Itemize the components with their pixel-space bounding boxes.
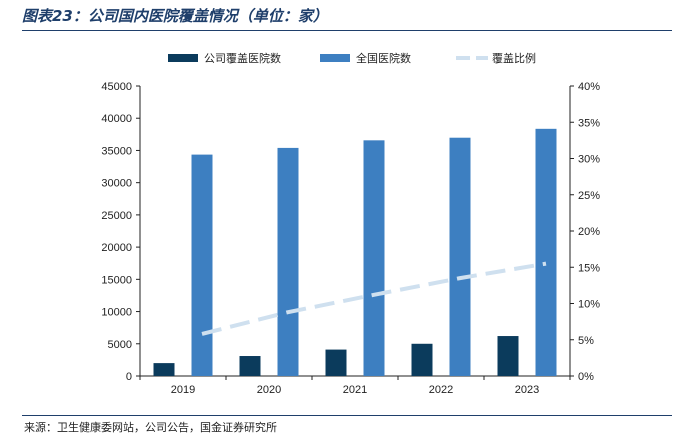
x-tick-label: 2020: [257, 384, 281, 396]
legend-label: 全国医院数: [356, 51, 411, 65]
source-rule: [22, 415, 672, 416]
bar-company: [325, 349, 347, 376]
right-tick-label: 35%: [578, 117, 600, 129]
title-rule: [22, 30, 672, 31]
left-tick-label: 30000: [101, 178, 132, 190]
ratio-line: [201, 261, 547, 336]
left-tick-label: 20000: [101, 242, 132, 254]
right-tick-label: 5%: [578, 335, 594, 347]
bar-national: [535, 128, 557, 376]
source-note: 来源：卫生健康委网站，公司公告，国金证券研究所: [24, 421, 277, 434]
bar-national: [449, 137, 471, 376]
bar-company: [497, 336, 519, 376]
bar-national: [191, 154, 213, 376]
legend: 公司覆盖医院数 全国医院数 覆盖比例: [168, 51, 536, 65]
right-tick-label: 0%: [578, 371, 594, 383]
left-tick-label: 15000: [101, 274, 132, 286]
right-tick-label: 10%: [578, 299, 600, 311]
axes: 0 5000 10000 15000 20000 25000 30000 35000 40000…: [101, 81, 600, 396]
right-tick-label: 20%: [578, 226, 600, 238]
legend-swatch: [320, 54, 350, 62]
x-tick-label: 2019: [171, 384, 195, 396]
bars: [153, 128, 557, 376]
left-tick-label: 25000: [101, 210, 132, 222]
right-tick-label: 30%: [578, 154, 600, 166]
legend-swatch: [168, 54, 198, 62]
x-tick-label: 2021: [343, 384, 367, 396]
legend-label: 覆盖比例: [492, 51, 536, 65]
chart-title: 图表23：公司国内医院覆盖情况（单位：家）: [22, 7, 328, 25]
right-tick-label: 40%: [578, 81, 600, 93]
ratio-series-line: [201, 261, 547, 336]
bar-company: [411, 343, 433, 376]
left-tick-label: 45000: [101, 81, 132, 93]
left-tick-label: 35000: [101, 145, 132, 157]
bar-national: [363, 140, 385, 376]
left-tick-label: 0: [126, 371, 132, 383]
bar-company: [153, 363, 175, 376]
x-tick-label: 2023: [515, 384, 539, 396]
left-tick-label: 5000: [108, 339, 132, 351]
bar-company: [239, 356, 261, 376]
legend-label: 公司覆盖医院数: [204, 51, 281, 65]
x-tick-label: 2022: [429, 384, 453, 396]
bar-national: [277, 147, 299, 376]
left-tick-label: 40000: [101, 113, 132, 125]
right-tick-label: 25%: [578, 190, 600, 202]
right-tick-label: 15%: [578, 262, 600, 274]
left-tick-label: 10000: [101, 307, 132, 319]
